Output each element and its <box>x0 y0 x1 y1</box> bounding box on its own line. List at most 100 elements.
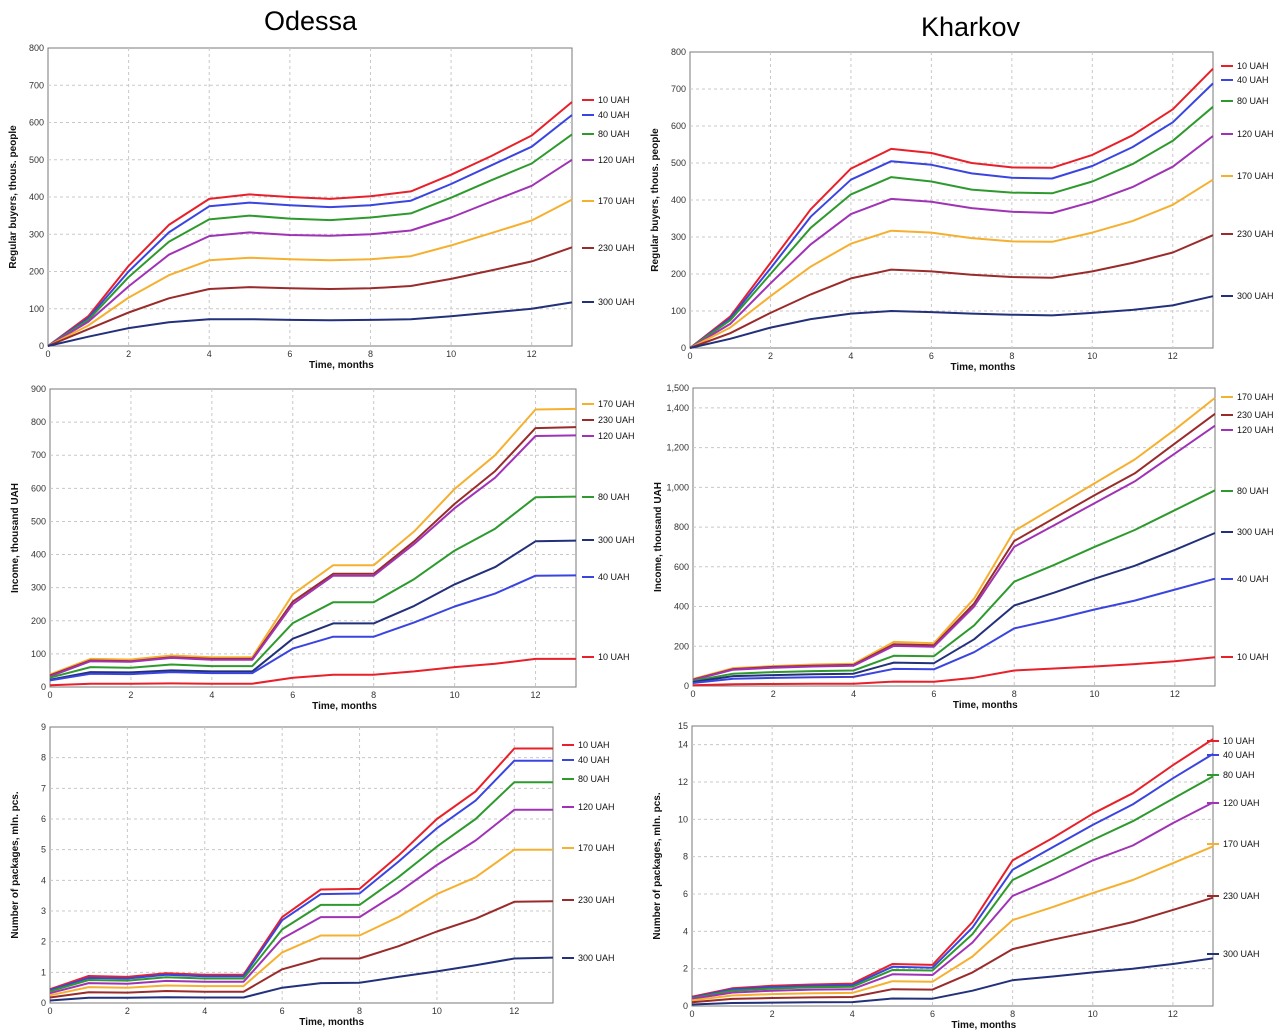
series-line-230-uah <box>691 896 1214 1004</box>
x-axis-label: Time, months <box>312 701 377 712</box>
y-tick-label: 15 <box>678 721 688 731</box>
series-line-230-uah <box>47 246 573 347</box>
y-tick-label: 100 <box>671 306 686 316</box>
series-line-300-uah <box>689 295 1214 349</box>
series-line-300-uah <box>49 539 577 681</box>
plot-area <box>692 387 1216 687</box>
series-line-80-uah <box>49 781 553 993</box>
y-tick-label: 400 <box>31 550 46 560</box>
series-line-80-uah <box>691 775 1214 1000</box>
legend-label: 120 UAH <box>598 155 635 165</box>
city-title-odessa: Odessa <box>264 6 358 36</box>
y-axis-label: Income, thousand UAH <box>653 482 664 592</box>
series-line-80-uah <box>689 106 1214 349</box>
legend-label: 10 UAH <box>1237 652 1269 662</box>
legend-label: 170 UAH <box>1237 171 1274 181</box>
legend-label: 80 UAH <box>1237 96 1269 106</box>
y-tick-label: 700 <box>29 80 44 90</box>
y-tick-label: 700 <box>31 450 46 460</box>
y-tick-label: 6 <box>683 889 688 899</box>
series-line-170-uah <box>49 848 553 997</box>
x-tick-label: 6 <box>290 690 295 700</box>
y-tick-label: 400 <box>29 192 44 202</box>
y-tick-label: 500 <box>29 155 44 165</box>
legend-label: 170 UAH <box>1223 839 1260 849</box>
legend-label: 230 UAH <box>598 243 635 253</box>
y-tick-label: 8 <box>41 753 46 763</box>
legend-label: 120 UAH <box>1223 798 1260 808</box>
series-line-170-uah <box>689 178 1214 349</box>
legend-label: 230 UAH <box>1237 410 1274 420</box>
y-tick-label: 1,200 <box>666 443 689 453</box>
plot-area <box>689 51 1214 349</box>
legend-label: 170 UAH <box>598 399 635 409</box>
series-line-40-uah <box>692 577 1216 684</box>
x-tick-label: 2 <box>126 349 131 359</box>
y-tick-label: 8 <box>683 852 688 862</box>
x-tick-label: 2 <box>771 689 776 699</box>
legend-label: 230 UAH <box>578 895 615 905</box>
series-line-120-uah <box>47 158 573 347</box>
x-tick-label: 4 <box>851 689 856 699</box>
series-line-120-uah <box>691 801 1214 1000</box>
legend-label: 40 UAH <box>578 755 610 765</box>
x-tick-label: 12 <box>1170 689 1180 699</box>
series-line-10-uah <box>49 657 576 687</box>
x-tick-label: 10 <box>446 349 456 359</box>
x-tick-label: 0 <box>47 1006 52 1016</box>
x-tick-label: 0 <box>47 690 52 700</box>
x-tick-label: 10 <box>450 690 460 700</box>
y-tick-label: 600 <box>671 121 686 131</box>
x-tick-label: 6 <box>930 1009 935 1019</box>
series-line-10-uah <box>689 67 1214 349</box>
x-tick-label: 4 <box>207 349 212 359</box>
legend-label: 300 UAH <box>598 297 635 307</box>
x-tick-label: 8 <box>1010 1009 1015 1019</box>
x-tick-label: 6 <box>931 689 936 699</box>
x-axis-label: Time, months <box>950 362 1015 373</box>
legend-label: 300 UAH <box>578 953 615 963</box>
series-line-120-uah <box>689 135 1214 349</box>
legend-label: 80 UAH <box>598 129 630 139</box>
legend-label: 80 UAH <box>598 492 630 502</box>
y-tick-label: 200 <box>671 269 686 279</box>
series-line-230-uah <box>689 234 1214 349</box>
series-line-80-uah <box>49 495 577 679</box>
y-axis-label: Number of packages, mln. pcs. <box>10 791 21 938</box>
x-tick-label: 12 <box>531 690 541 700</box>
y-tick-label: 2 <box>683 964 688 974</box>
x-tick-label: 4 <box>202 1006 207 1016</box>
y-tick-label: 200 <box>674 641 689 651</box>
plot-area <box>49 388 577 688</box>
x-tick-label: 6 <box>929 351 934 361</box>
y-tick-label: 400 <box>671 195 686 205</box>
y-tick-label: 1,000 <box>666 482 689 492</box>
series-line-120-uah <box>49 808 553 995</box>
series-line-300-uah <box>691 957 1214 1006</box>
city-title-kharkov: Kharkov <box>921 12 1021 42</box>
y-tick-label: 9 <box>41 722 46 732</box>
x-axis-label: Time, months <box>309 360 374 371</box>
x-tick-label: 12 <box>1168 1009 1178 1019</box>
y-tick-label: 400 <box>674 602 689 612</box>
x-tick-label: 8 <box>371 690 376 700</box>
y-tick-label: 900 <box>31 384 46 394</box>
series-line-170-uah <box>47 198 573 347</box>
y-tick-label: 3 <box>41 906 46 916</box>
plot-area <box>691 725 1214 1007</box>
series-line-170-uah <box>49 407 577 676</box>
x-tick-label: 10 <box>1087 351 1097 361</box>
legend-label: 80 UAH <box>1223 770 1255 780</box>
y-tick-label: 700 <box>671 84 686 94</box>
x-tick-label: 8 <box>368 349 373 359</box>
legend-label: 120 UAH <box>1237 425 1274 435</box>
legend-label: 300 UAH <box>598 535 635 545</box>
y-tick-label: 300 <box>29 229 44 239</box>
x-tick-label: 0 <box>45 349 50 359</box>
y-tick-label: 7 <box>41 783 46 793</box>
